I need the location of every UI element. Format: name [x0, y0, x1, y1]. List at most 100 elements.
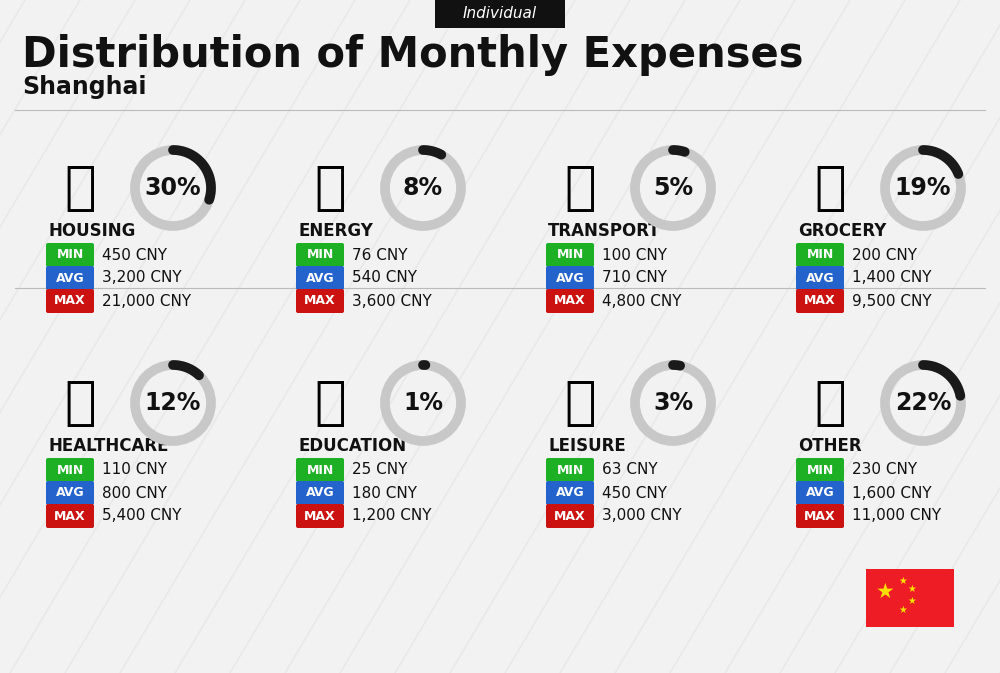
Text: MIN: MIN [556, 248, 584, 262]
FancyBboxPatch shape [46, 243, 94, 267]
Text: LEISURE: LEISURE [548, 437, 626, 455]
Text: ★: ★ [907, 596, 916, 606]
Text: 710 CNY: 710 CNY [602, 271, 667, 285]
Text: 110 CNY: 110 CNY [102, 462, 167, 478]
FancyBboxPatch shape [435, 0, 565, 28]
Text: 🏥: 🏥 [64, 377, 96, 429]
FancyBboxPatch shape [546, 504, 594, 528]
Text: MIN: MIN [806, 248, 834, 262]
FancyBboxPatch shape [796, 266, 844, 290]
Text: 👛: 👛 [814, 377, 846, 429]
Text: 🏢: 🏢 [64, 162, 96, 214]
Text: OTHER: OTHER [798, 437, 862, 455]
Text: 540 CNY: 540 CNY [352, 271, 417, 285]
Text: MIN: MIN [806, 464, 834, 476]
Text: 1,200 CNY: 1,200 CNY [352, 509, 432, 524]
Text: 3,000 CNY: 3,000 CNY [602, 509, 682, 524]
Text: ★: ★ [907, 584, 916, 594]
Text: 5,400 CNY: 5,400 CNY [102, 509, 182, 524]
FancyBboxPatch shape [796, 289, 844, 313]
Text: ENERGY: ENERGY [298, 222, 373, 240]
FancyBboxPatch shape [866, 569, 954, 627]
Text: 🔌: 🔌 [314, 162, 346, 214]
Text: ★: ★ [899, 604, 907, 614]
Text: 12%: 12% [145, 391, 201, 415]
Text: MAX: MAX [554, 509, 586, 522]
Text: 19%: 19% [895, 176, 951, 200]
Text: 1,600 CNY: 1,600 CNY [852, 485, 932, 501]
Text: AVG: AVG [56, 487, 84, 499]
Text: EDUCATION: EDUCATION [298, 437, 406, 455]
Text: 30%: 30% [145, 176, 201, 200]
Text: ★: ★ [876, 582, 895, 602]
Text: MIN: MIN [306, 464, 334, 476]
Text: MIN: MIN [556, 464, 584, 476]
FancyBboxPatch shape [796, 458, 844, 482]
Text: 450 CNY: 450 CNY [102, 248, 167, 262]
FancyBboxPatch shape [296, 481, 344, 505]
Text: 9,500 CNY: 9,500 CNY [852, 293, 932, 308]
FancyBboxPatch shape [296, 266, 344, 290]
Text: Individual: Individual [463, 7, 537, 22]
FancyBboxPatch shape [296, 243, 344, 267]
Text: 63 CNY: 63 CNY [602, 462, 658, 478]
Text: 180 CNY: 180 CNY [352, 485, 417, 501]
Text: 230 CNY: 230 CNY [852, 462, 917, 478]
FancyBboxPatch shape [46, 481, 94, 505]
Text: 🛒: 🛒 [814, 162, 846, 214]
Text: 3,200 CNY: 3,200 CNY [102, 271, 182, 285]
Text: AVG: AVG [806, 271, 834, 285]
Text: 100 CNY: 100 CNY [602, 248, 667, 262]
Text: GROCERY: GROCERY [798, 222, 886, 240]
Text: AVG: AVG [556, 271, 584, 285]
Text: 3%: 3% [653, 391, 693, 415]
Text: 3,600 CNY: 3,600 CNY [352, 293, 432, 308]
Text: TRANSPORT: TRANSPORT [548, 222, 661, 240]
FancyBboxPatch shape [796, 504, 844, 528]
Text: MIN: MIN [56, 464, 84, 476]
FancyBboxPatch shape [46, 289, 94, 313]
Text: MIN: MIN [56, 248, 84, 262]
Text: HEALTHCARE: HEALTHCARE [48, 437, 168, 455]
Text: MIN: MIN [306, 248, 334, 262]
Text: 200 CNY: 200 CNY [852, 248, 917, 262]
Text: 1,400 CNY: 1,400 CNY [852, 271, 932, 285]
FancyBboxPatch shape [296, 504, 344, 528]
Text: 4,800 CNY: 4,800 CNY [602, 293, 682, 308]
Text: MAX: MAX [304, 509, 336, 522]
Text: HOUSING: HOUSING [48, 222, 135, 240]
FancyBboxPatch shape [546, 266, 594, 290]
Text: AVG: AVG [56, 271, 84, 285]
Text: AVG: AVG [306, 271, 334, 285]
Text: MAX: MAX [554, 295, 586, 308]
Text: 450 CNY: 450 CNY [602, 485, 667, 501]
Text: AVG: AVG [306, 487, 334, 499]
Text: 11,000 CNY: 11,000 CNY [852, 509, 941, 524]
Text: 🛍: 🛍 [564, 377, 596, 429]
Text: 800 CNY: 800 CNY [102, 485, 167, 501]
Text: 🚌: 🚌 [564, 162, 596, 214]
Text: 5%: 5% [653, 176, 693, 200]
FancyBboxPatch shape [46, 266, 94, 290]
Text: 76 CNY: 76 CNY [352, 248, 408, 262]
Text: 21,000 CNY: 21,000 CNY [102, 293, 191, 308]
FancyBboxPatch shape [546, 243, 594, 267]
Text: Shanghai: Shanghai [22, 75, 146, 99]
FancyBboxPatch shape [796, 243, 844, 267]
Text: 22%: 22% [895, 391, 951, 415]
Text: MAX: MAX [54, 295, 86, 308]
FancyBboxPatch shape [546, 481, 594, 505]
Text: Distribution of Monthly Expenses: Distribution of Monthly Expenses [22, 34, 804, 76]
FancyBboxPatch shape [296, 458, 344, 482]
Text: ★: ★ [899, 575, 907, 586]
Text: MAX: MAX [304, 295, 336, 308]
Text: AVG: AVG [806, 487, 834, 499]
Text: AVG: AVG [556, 487, 584, 499]
Text: 🎓: 🎓 [314, 377, 346, 429]
FancyBboxPatch shape [46, 458, 94, 482]
Text: 8%: 8% [403, 176, 443, 200]
FancyBboxPatch shape [546, 458, 594, 482]
FancyBboxPatch shape [46, 504, 94, 528]
Text: MAX: MAX [804, 509, 836, 522]
FancyBboxPatch shape [796, 481, 844, 505]
